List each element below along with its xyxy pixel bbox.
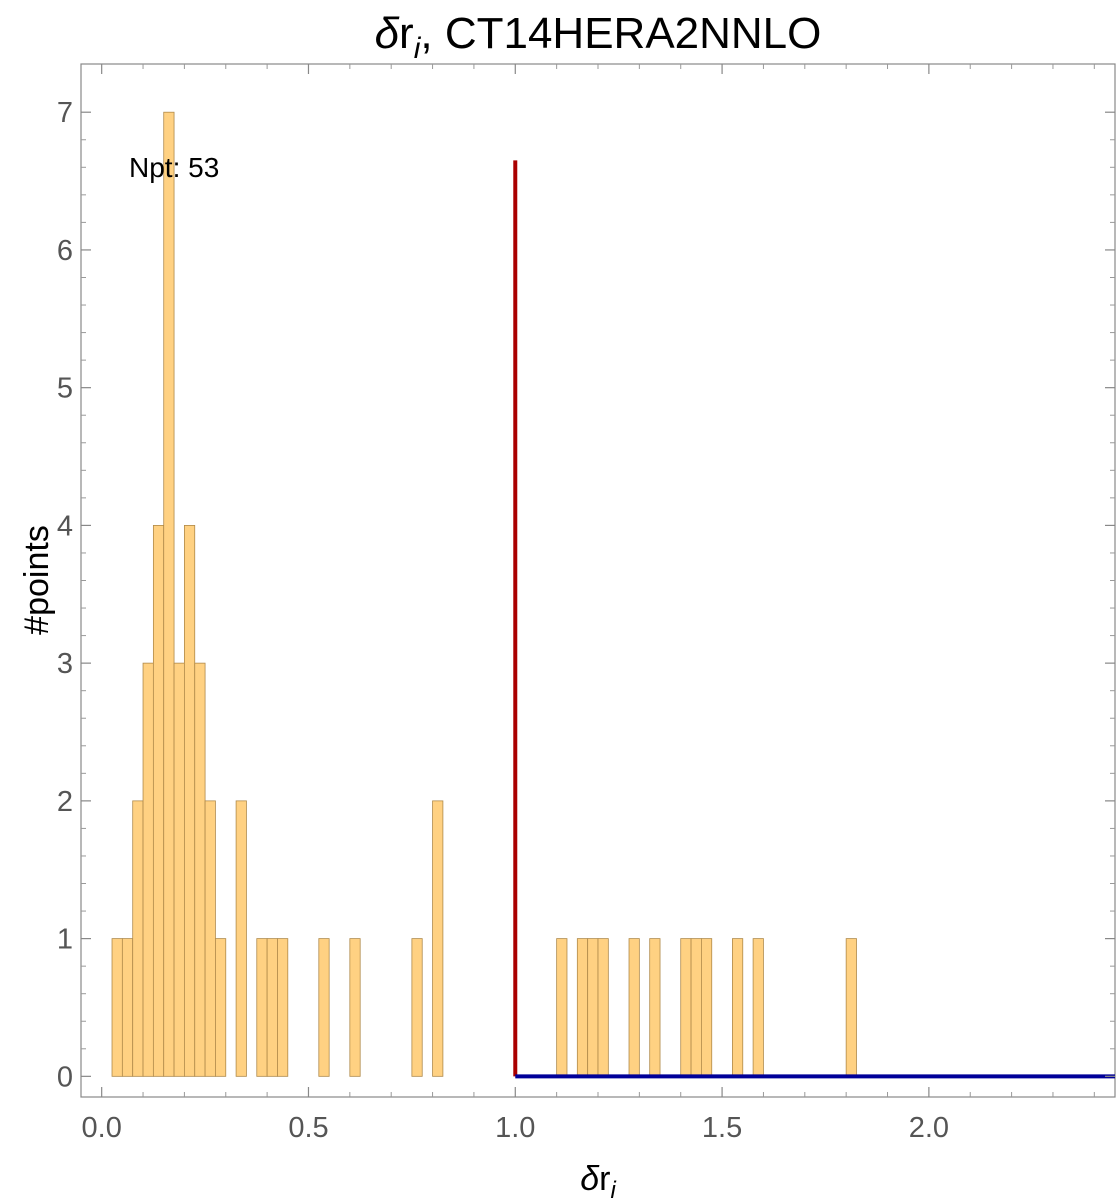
- histogram-bar-6: [173, 662, 185, 1077]
- y-tick-label: 6: [57, 235, 73, 267]
- histogram-bar-21: [587, 938, 599, 1077]
- y-minor-ticks: [81, 139, 1115, 1050]
- x-tick-label: 0.0: [82, 1112, 122, 1144]
- histogram-bar-5: [163, 111, 175, 1077]
- histogram-bar-29: [752, 938, 764, 1077]
- histogram-bar-16: [349, 938, 361, 1077]
- y-tick-label: 5: [57, 373, 73, 405]
- histogram-bar-10: [215, 938, 227, 1077]
- histogram-bar-17: [411, 938, 423, 1077]
- xlabel-delta: δ: [580, 1160, 600, 1198]
- x-tick-label: 1.5: [702, 1112, 742, 1144]
- histogram-bar-15: [318, 938, 330, 1077]
- histogram-bar-30: [845, 938, 857, 1077]
- title-main-r: r: [399, 9, 414, 58]
- histogram-bar-3: [142, 662, 154, 1077]
- title-sub: i: [414, 32, 422, 65]
- histogram-bar-13: [266, 938, 278, 1077]
- histogram-bar-9: [204, 800, 216, 1077]
- histogram-bar-1: [121, 938, 134, 1077]
- reference-lines: [513, 160, 1115, 1079]
- title-suffix: , CT14HERA2NNLO: [420, 9, 821, 58]
- histogram-bar-14: [277, 938, 289, 1077]
- xlabel-r: r: [599, 1160, 610, 1198]
- xlabel-sub: i: [610, 1177, 616, 1200]
- histogram-bar-23: [628, 938, 640, 1077]
- histogram-bar-2: [132, 800, 144, 1077]
- histogram-bar-8: [194, 662, 206, 1077]
- x-tick-label: 0.5: [288, 1112, 328, 1144]
- histogram-bar-19: [556, 938, 568, 1077]
- y-tick-label: 3: [57, 648, 73, 680]
- y-tick-label: 1: [57, 924, 73, 956]
- histogram-bar-7: [183, 525, 196, 1077]
- histogram-bar-26: [690, 938, 702, 1077]
- y-tick-label: 2: [57, 786, 73, 818]
- histogram-bar-25: [680, 938, 692, 1077]
- x-axis-label: δri: [580, 1160, 616, 1200]
- x-axis-ticks: 0.0 0.5 1.0 1.5 2.0: [82, 64, 949, 1144]
- chart-title: δri, CT14HERA2NNLO: [375, 9, 822, 65]
- y-tick-label: 4: [57, 510, 73, 542]
- histogram-bars: [111, 111, 857, 1077]
- npt-annotation: Npt: 53: [129, 152, 219, 183]
- histogram-bar-28: [732, 938, 744, 1077]
- y-axis-ticks: 0 1 2 3 4 5 6 7: [57, 97, 1115, 1093]
- x-tick-label: 1.0: [495, 1112, 535, 1144]
- histogram-bar-20: [576, 938, 589, 1077]
- histogram-bar-22: [597, 938, 609, 1077]
- histogram-bar-11: [235, 800, 247, 1077]
- histogram-bar-4: [152, 525, 165, 1077]
- x-minor-ticks: [142, 64, 1095, 1097]
- histogram-bar-27: [701, 938, 713, 1077]
- histogram-bar-12: [256, 938, 268, 1077]
- title-delta: δ: [375, 9, 400, 58]
- x-tick-label: 2.0: [909, 1112, 949, 1144]
- y-tick-label: 0: [57, 1061, 73, 1093]
- histogram-bar-0: [111, 938, 123, 1077]
- y-axis-label: #points: [18, 525, 56, 635]
- histogram-bar-18: [432, 800, 444, 1077]
- histogram-bar-24: [649, 938, 661, 1077]
- y-tick-label: 7: [57, 97, 73, 129]
